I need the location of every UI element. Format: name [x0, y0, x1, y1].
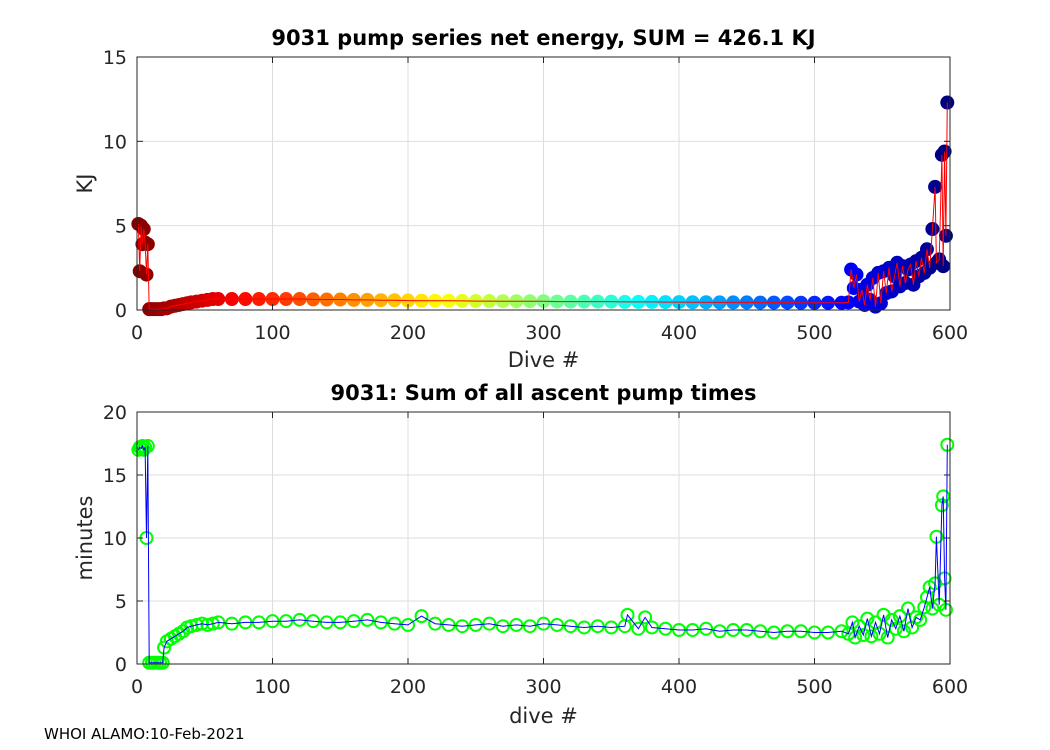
y-tick-label: 10	[103, 131, 127, 153]
x-tick-label: 100	[254, 322, 290, 344]
data-point	[373, 615, 388, 630]
data-point	[346, 614, 361, 629]
x-tick-label: 600	[932, 676, 968, 698]
data-point	[577, 620, 592, 635]
data-point	[699, 621, 714, 636]
x-tick-label: 400	[661, 322, 697, 344]
data-point	[387, 616, 402, 631]
y-tick-label: 15	[103, 465, 127, 487]
y-tick-label: 20	[103, 402, 127, 424]
x-tick-label: 500	[796, 676, 832, 698]
data-point	[638, 610, 653, 625]
data-point	[884, 612, 899, 627]
data-point	[455, 619, 470, 634]
data-point	[195, 616, 210, 631]
data-point	[834, 624, 849, 639]
data-point	[919, 590, 934, 605]
data-point	[509, 617, 524, 632]
data-point	[550, 617, 565, 632]
data-point	[766, 625, 781, 640]
data-point	[620, 607, 635, 622]
x-tick-label: 500	[796, 322, 832, 344]
x-tick-label: 100	[254, 676, 290, 698]
data-point	[292, 612, 307, 627]
data-point	[157, 640, 172, 655]
data-point	[753, 624, 768, 639]
x-tick-label: 300	[525, 322, 561, 344]
data-point	[590, 619, 605, 634]
data-point	[925, 601, 940, 616]
data-point	[644, 620, 659, 635]
y-axis-label: minutes	[73, 495, 97, 580]
data-point	[917, 600, 932, 615]
data-point	[414, 609, 429, 624]
data-point	[864, 629, 879, 644]
data-point	[306, 614, 321, 629]
y-tick-label: 0	[115, 300, 127, 322]
x-tick-label: 200	[390, 322, 426, 344]
data-point	[913, 612, 928, 627]
data-point	[401, 617, 415, 632]
data-point	[860, 611, 875, 626]
energy-chart: 0 100 200 300 400 500 600 0 5 10 15 9031 pump serie…	[73, 26, 968, 372]
data-point	[856, 628, 871, 643]
x-tick-label: 0	[131, 322, 143, 344]
x-tick-label: 300	[525, 676, 561, 698]
series-line	[137, 102, 948, 310]
data-point	[536, 616, 551, 631]
data-point	[428, 616, 443, 631]
y-tick-label: 5	[115, 216, 127, 238]
data-point	[563, 619, 578, 634]
data-point	[658, 621, 673, 636]
y-tick-label: 0	[115, 654, 127, 676]
x-axis-label: dive #	[509, 704, 578, 728]
y-tick-label: 15	[103, 47, 127, 69]
data-point	[441, 617, 456, 632]
pump-time-chart: 0 100 200 300 400 500 600 0 5 10 15 20 9031: Sum of …	[73, 381, 968, 728]
x-tick-label: 200	[390, 676, 426, 698]
data-point	[224, 616, 239, 631]
data-point	[189, 617, 204, 632]
data-point	[211, 615, 226, 630]
data-point	[522, 619, 537, 634]
data-point	[468, 617, 483, 632]
y-tick-label: 5	[115, 591, 127, 613]
chart-title: 9031 pump series net energy, SUM = 426.1…	[271, 26, 815, 50]
data-point	[900, 601, 915, 616]
footer-stamp: WHOI ALAMO:10-Feb-2021	[44, 725, 245, 743]
data-point	[205, 616, 220, 631]
data-point	[604, 620, 619, 635]
data-point	[892, 609, 907, 624]
x-axis-label: Dive #	[508, 348, 580, 372]
data-point	[482, 616, 497, 631]
y-axis-label: KJ	[73, 174, 97, 194]
series-line	[137, 444, 948, 664]
x-tick-label: 400	[661, 676, 697, 698]
data-point	[631, 621, 646, 636]
chart-title: 9031: Sum of all ascent pump times	[331, 381, 757, 405]
data-point	[360, 612, 375, 627]
data-point	[880, 630, 895, 645]
data-point	[845, 615, 860, 630]
data-point	[872, 626, 887, 641]
data-point	[712, 624, 727, 639]
data-point	[896, 624, 911, 639]
x-tick-label: 0	[131, 676, 143, 698]
data-point	[495, 619, 510, 634]
y-tick-label: 10	[103, 528, 127, 550]
x-tick-label: 600	[932, 322, 968, 344]
